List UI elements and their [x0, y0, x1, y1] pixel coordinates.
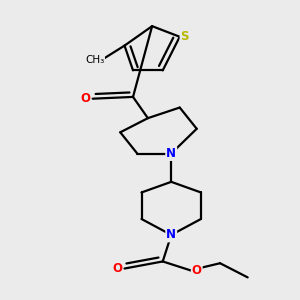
Text: O: O [80, 92, 90, 105]
Text: CH₃: CH₃ [85, 55, 104, 65]
Text: O: O [112, 262, 122, 275]
Text: N: N [166, 228, 176, 242]
Text: S: S [181, 30, 189, 43]
Text: N: N [166, 147, 176, 160]
Text: O: O [192, 264, 202, 277]
